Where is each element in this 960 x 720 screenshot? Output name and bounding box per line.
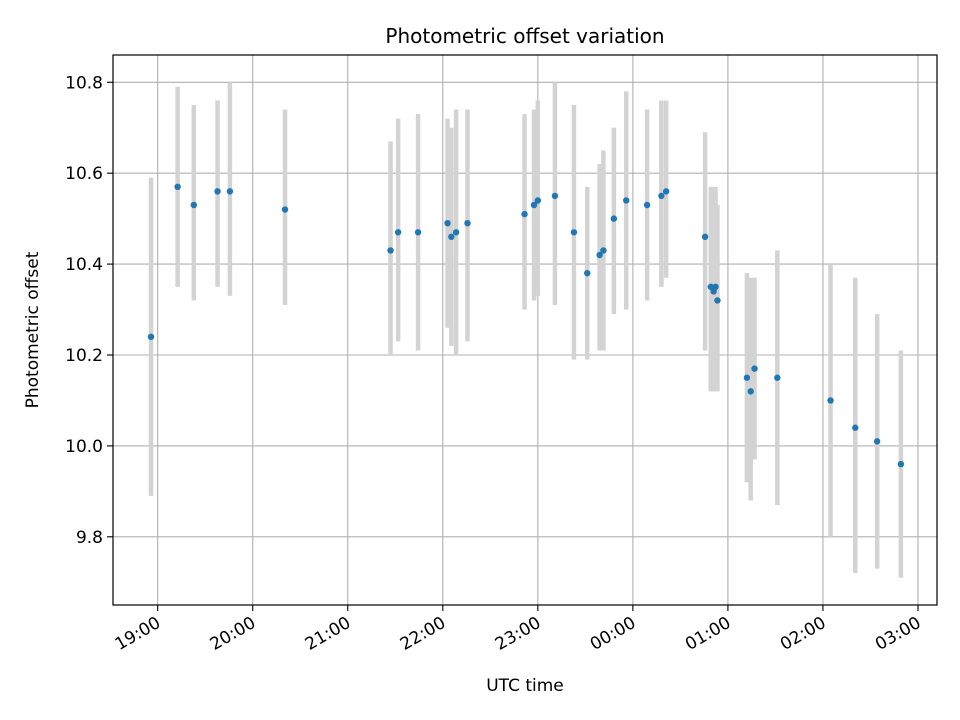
data-point bbox=[600, 247, 607, 254]
data-point bbox=[701, 233, 709, 241]
data-point bbox=[712, 283, 719, 291]
y-tick-label: 10.6 bbox=[65, 164, 103, 184]
data-point bbox=[774, 374, 781, 381]
x-axis-label: UTC time bbox=[486, 676, 564, 696]
y-tick-label: 10.2 bbox=[65, 346, 103, 366]
data-point bbox=[534, 197, 542, 204]
data-point bbox=[662, 188, 670, 195]
data-point bbox=[448, 233, 455, 241]
y-tick-label: 9.8 bbox=[76, 528, 103, 548]
data-point bbox=[387, 247, 394, 254]
data-point bbox=[174, 183, 181, 191]
y-axis-ticks: 9.8 10.0 10.2 10.4 10.6 10.8 bbox=[65, 73, 113, 548]
data-point bbox=[897, 460, 905, 468]
y-axis-label: Photometric offset bbox=[23, 251, 43, 408]
data-point bbox=[707, 283, 715, 291]
data-point bbox=[743, 374, 751, 381]
data-point bbox=[658, 192, 665, 200]
y-tick-label: 10.8 bbox=[65, 73, 103, 93]
data-point bbox=[714, 297, 721, 304]
data-point bbox=[852, 424, 859, 431]
y-tick-label: 10.0 bbox=[65, 437, 103, 457]
data-point bbox=[414, 229, 422, 236]
data-point bbox=[596, 251, 603, 259]
data-point bbox=[551, 192, 559, 200]
plot-frame bbox=[112, 54, 938, 606]
data-point bbox=[521, 210, 528, 218]
data-point bbox=[226, 188, 234, 195]
data-points bbox=[147, 183, 905, 468]
data-point bbox=[623, 197, 630, 204]
data-point bbox=[190, 201, 197, 209]
data-point bbox=[464, 219, 471, 227]
chart-title: Photometric offset variation bbox=[385, 24, 664, 48]
data-point bbox=[444, 219, 451, 227]
data-point bbox=[751, 365, 758, 372]
data-point bbox=[214, 188, 221, 195]
data-point bbox=[394, 229, 402, 236]
data-point bbox=[530, 201, 538, 209]
data-point bbox=[281, 206, 289, 213]
data-point bbox=[570, 229, 578, 236]
data-point bbox=[643, 201, 651, 209]
data-point bbox=[147, 333, 155, 341]
data-point bbox=[584, 269, 591, 277]
data-point bbox=[452, 229, 460, 236]
data-point bbox=[873, 438, 881, 445]
data-point bbox=[610, 215, 618, 222]
y-tick-label: 10.4 bbox=[65, 255, 103, 275]
data-point bbox=[747, 388, 754, 395]
data-point bbox=[827, 397, 834, 404]
